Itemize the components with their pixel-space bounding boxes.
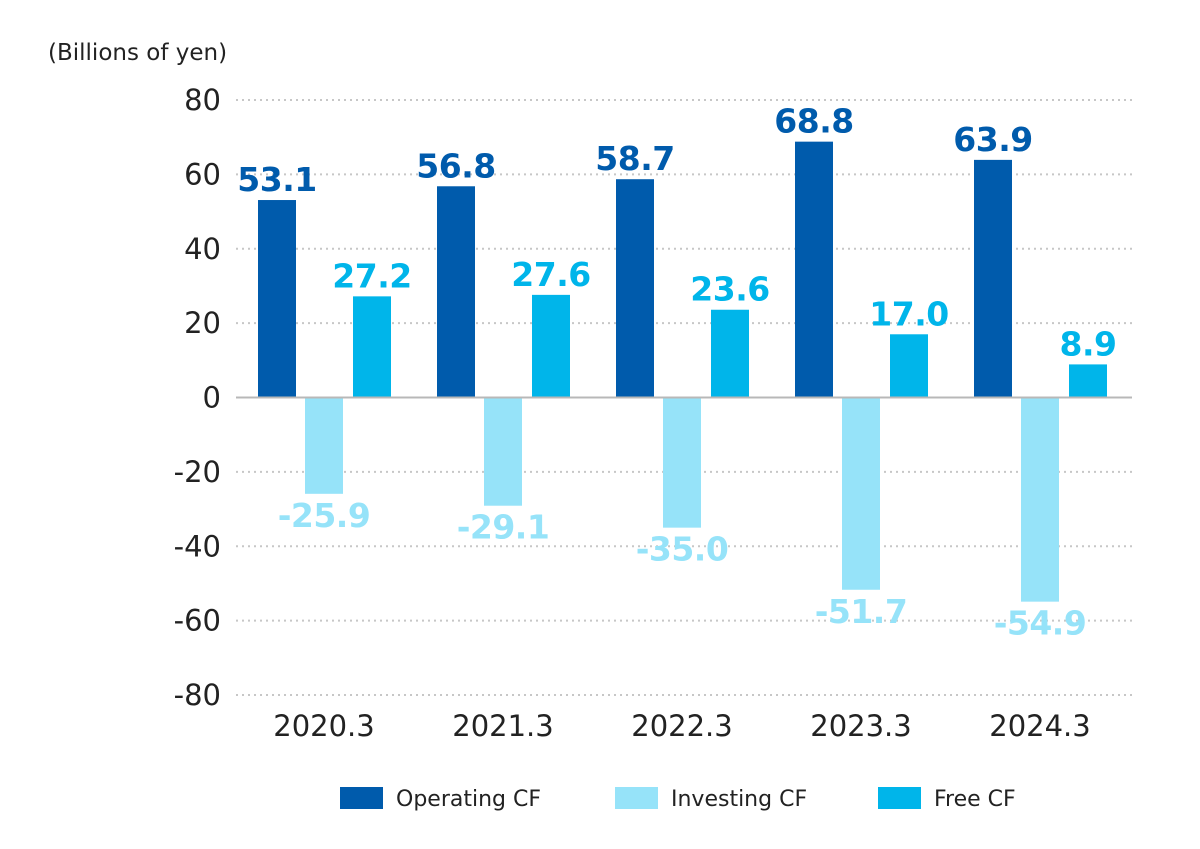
bar xyxy=(353,296,391,398)
x-tick-label: 2020.3 xyxy=(273,709,374,743)
data-label: -54.9 xyxy=(994,604,1087,643)
data-label: -35.0 xyxy=(636,530,729,569)
x-tick-label: 2024.3 xyxy=(989,709,1090,743)
bar xyxy=(305,397,343,494)
data-label: 63.9 xyxy=(953,120,1032,159)
legend: Operating CF Investing CF Free CF xyxy=(340,787,1016,812)
bar xyxy=(616,179,654,398)
data-label: 17.0 xyxy=(869,294,948,333)
bars xyxy=(258,141,1107,602)
bar xyxy=(842,397,880,590)
data-label: 68.8 xyxy=(774,102,853,141)
y-tick-label: -20 xyxy=(174,455,221,489)
legend-label: Operating CF xyxy=(396,787,541,812)
y-tick-label: 80 xyxy=(184,83,221,117)
y-tick-label: 20 xyxy=(184,306,221,340)
data-label: 27.6 xyxy=(511,255,590,294)
data-label: -29.1 xyxy=(457,508,550,547)
legend-label: Free CF xyxy=(934,787,1016,812)
x-axis-ticks: 2020.3 2021.3 2022.3 2023.3 2024.3 xyxy=(273,709,1090,743)
legend-swatch xyxy=(340,787,383,809)
bar xyxy=(974,159,1012,398)
data-label: 58.7 xyxy=(595,139,674,178)
bar xyxy=(795,141,833,398)
x-tick-label: 2021.3 xyxy=(452,709,553,743)
y-tick-label: 40 xyxy=(184,232,221,266)
x-tick-label: 2023.3 xyxy=(810,709,911,743)
bar xyxy=(258,200,296,398)
data-label: 56.8 xyxy=(416,146,495,185)
data-label: 23.6 xyxy=(690,270,769,309)
data-label: 8.9 xyxy=(1060,324,1117,363)
legend-label: Investing CF xyxy=(671,787,807,812)
data-label: 53.1 xyxy=(237,160,316,199)
bar xyxy=(484,397,522,506)
data-labels: 53.1 -25.9 27.2 56.8 -29.1 27.6 58.7 -35.0 23.6 6… xyxy=(237,102,1117,643)
unit-label: (Billions of yen) xyxy=(48,40,227,66)
bar xyxy=(1021,397,1059,602)
bar xyxy=(1069,364,1107,398)
legend-swatch xyxy=(615,787,658,809)
bar xyxy=(890,334,928,398)
y-tick-label: 60 xyxy=(184,157,221,191)
y-tick-label: -40 xyxy=(174,529,221,563)
y-tick-label: 0 xyxy=(203,381,221,415)
bar xyxy=(532,294,570,398)
y-axis-ticks: 80 60 40 20 0 -20 -40 -60 -80 xyxy=(174,83,221,712)
y-tick-label: -80 xyxy=(174,678,221,712)
data-label: 27.2 xyxy=(332,256,411,295)
x-tick-label: 2022.3 xyxy=(631,709,732,743)
bar xyxy=(663,397,701,528)
data-label: -25.9 xyxy=(278,496,371,535)
y-tick-label: -60 xyxy=(174,604,221,638)
data-label: -51.7 xyxy=(815,592,908,631)
bar xyxy=(711,309,749,398)
bar xyxy=(437,186,475,398)
legend-swatch xyxy=(878,787,921,809)
